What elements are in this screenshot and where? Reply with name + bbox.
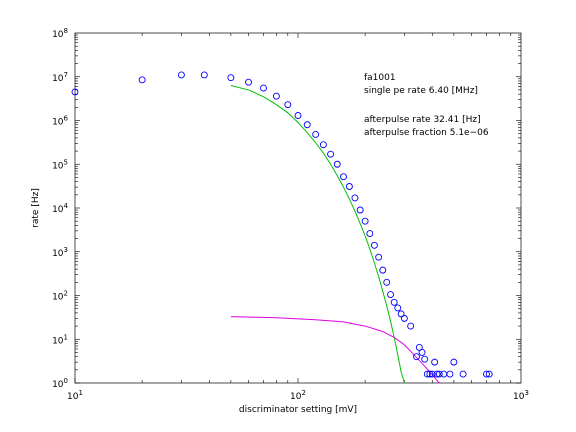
y-tick-label: 100 <box>52 377 68 390</box>
data-point <box>272 92 280 100</box>
data-point <box>435 370 443 378</box>
y-tick-labels: 100 101 102 103 104 105 106 107 108 <box>52 27 68 390</box>
data-point <box>294 112 302 119</box>
data-point <box>483 370 490 378</box>
x-tick-label: 101 <box>67 389 83 402</box>
x-tick-label: 103 <box>513 389 529 402</box>
data-point <box>356 206 364 214</box>
data-point <box>345 183 353 190</box>
x-tick-labels: 101 102 103 <box>67 389 529 402</box>
y-tick-label: 102 <box>52 290 68 303</box>
fit-lines <box>230 85 440 384</box>
data-point <box>379 266 387 274</box>
data-point <box>333 160 341 168</box>
data-point <box>413 353 420 361</box>
axis-ticks <box>74 33 521 384</box>
data-point <box>428 370 436 378</box>
data-point <box>423 370 431 378</box>
y-tick-label: 103 <box>52 246 68 259</box>
x-axis-label: discriminator setting [mV] <box>239 405 357 415</box>
data-point <box>418 348 426 356</box>
data-point <box>421 355 429 363</box>
annotation-id: fa1001 <box>364 73 396 83</box>
data-point <box>227 74 235 82</box>
data-point <box>446 370 454 378</box>
data-point <box>138 76 146 84</box>
data-point <box>370 241 378 249</box>
data-point <box>431 358 439 366</box>
data-point <box>319 141 327 149</box>
y-tick-label: 104 <box>52 202 68 215</box>
data-point <box>450 358 458 366</box>
data-point <box>390 298 398 306</box>
data-point <box>260 84 267 92</box>
data-point <box>485 370 493 378</box>
data-point <box>394 304 402 312</box>
y-tick-label: 101 <box>52 333 68 346</box>
data-point <box>340 173 347 181</box>
data-point <box>459 370 467 378</box>
plot-area <box>74 32 522 384</box>
data-point <box>312 130 320 138</box>
y-tick-label: 108 <box>52 27 68 40</box>
data-point <box>433 370 441 378</box>
data-point <box>397 310 405 318</box>
data-point <box>407 322 415 330</box>
data-point <box>71 88 79 96</box>
data-point <box>245 78 252 86</box>
data-point <box>284 101 292 109</box>
fit-curve-1 <box>230 85 405 384</box>
y-tick-label: 105 <box>52 158 68 171</box>
y-tick-label: 106 <box>52 115 68 128</box>
data-point <box>426 370 434 378</box>
x-tick-label: 102 <box>290 389 306 402</box>
data-points <box>71 71 493 378</box>
data-point <box>303 121 311 129</box>
data-point <box>327 150 335 158</box>
data-point <box>361 217 369 225</box>
data-point <box>383 278 391 286</box>
annotation-afterpulse-rate: afterpulse rate 32.41 [Hz] <box>364 115 481 125</box>
data-point <box>351 194 359 202</box>
y-tick-label: 107 <box>52 71 68 84</box>
data-point <box>387 291 394 299</box>
data-point <box>366 230 374 238</box>
annotation-single-pe-rate: single pe rate 6.40 [MHz] <box>364 86 478 96</box>
data-point <box>200 71 208 79</box>
data-point <box>177 71 185 79</box>
data-point <box>375 253 383 261</box>
data-point <box>400 314 408 322</box>
fit-curve-2 <box>230 316 440 384</box>
annotation-afterpulse-fraction: afterpulse fraction 5.1e−06 <box>364 128 489 138</box>
y-axis-label: rate [Hz] <box>31 188 41 228</box>
